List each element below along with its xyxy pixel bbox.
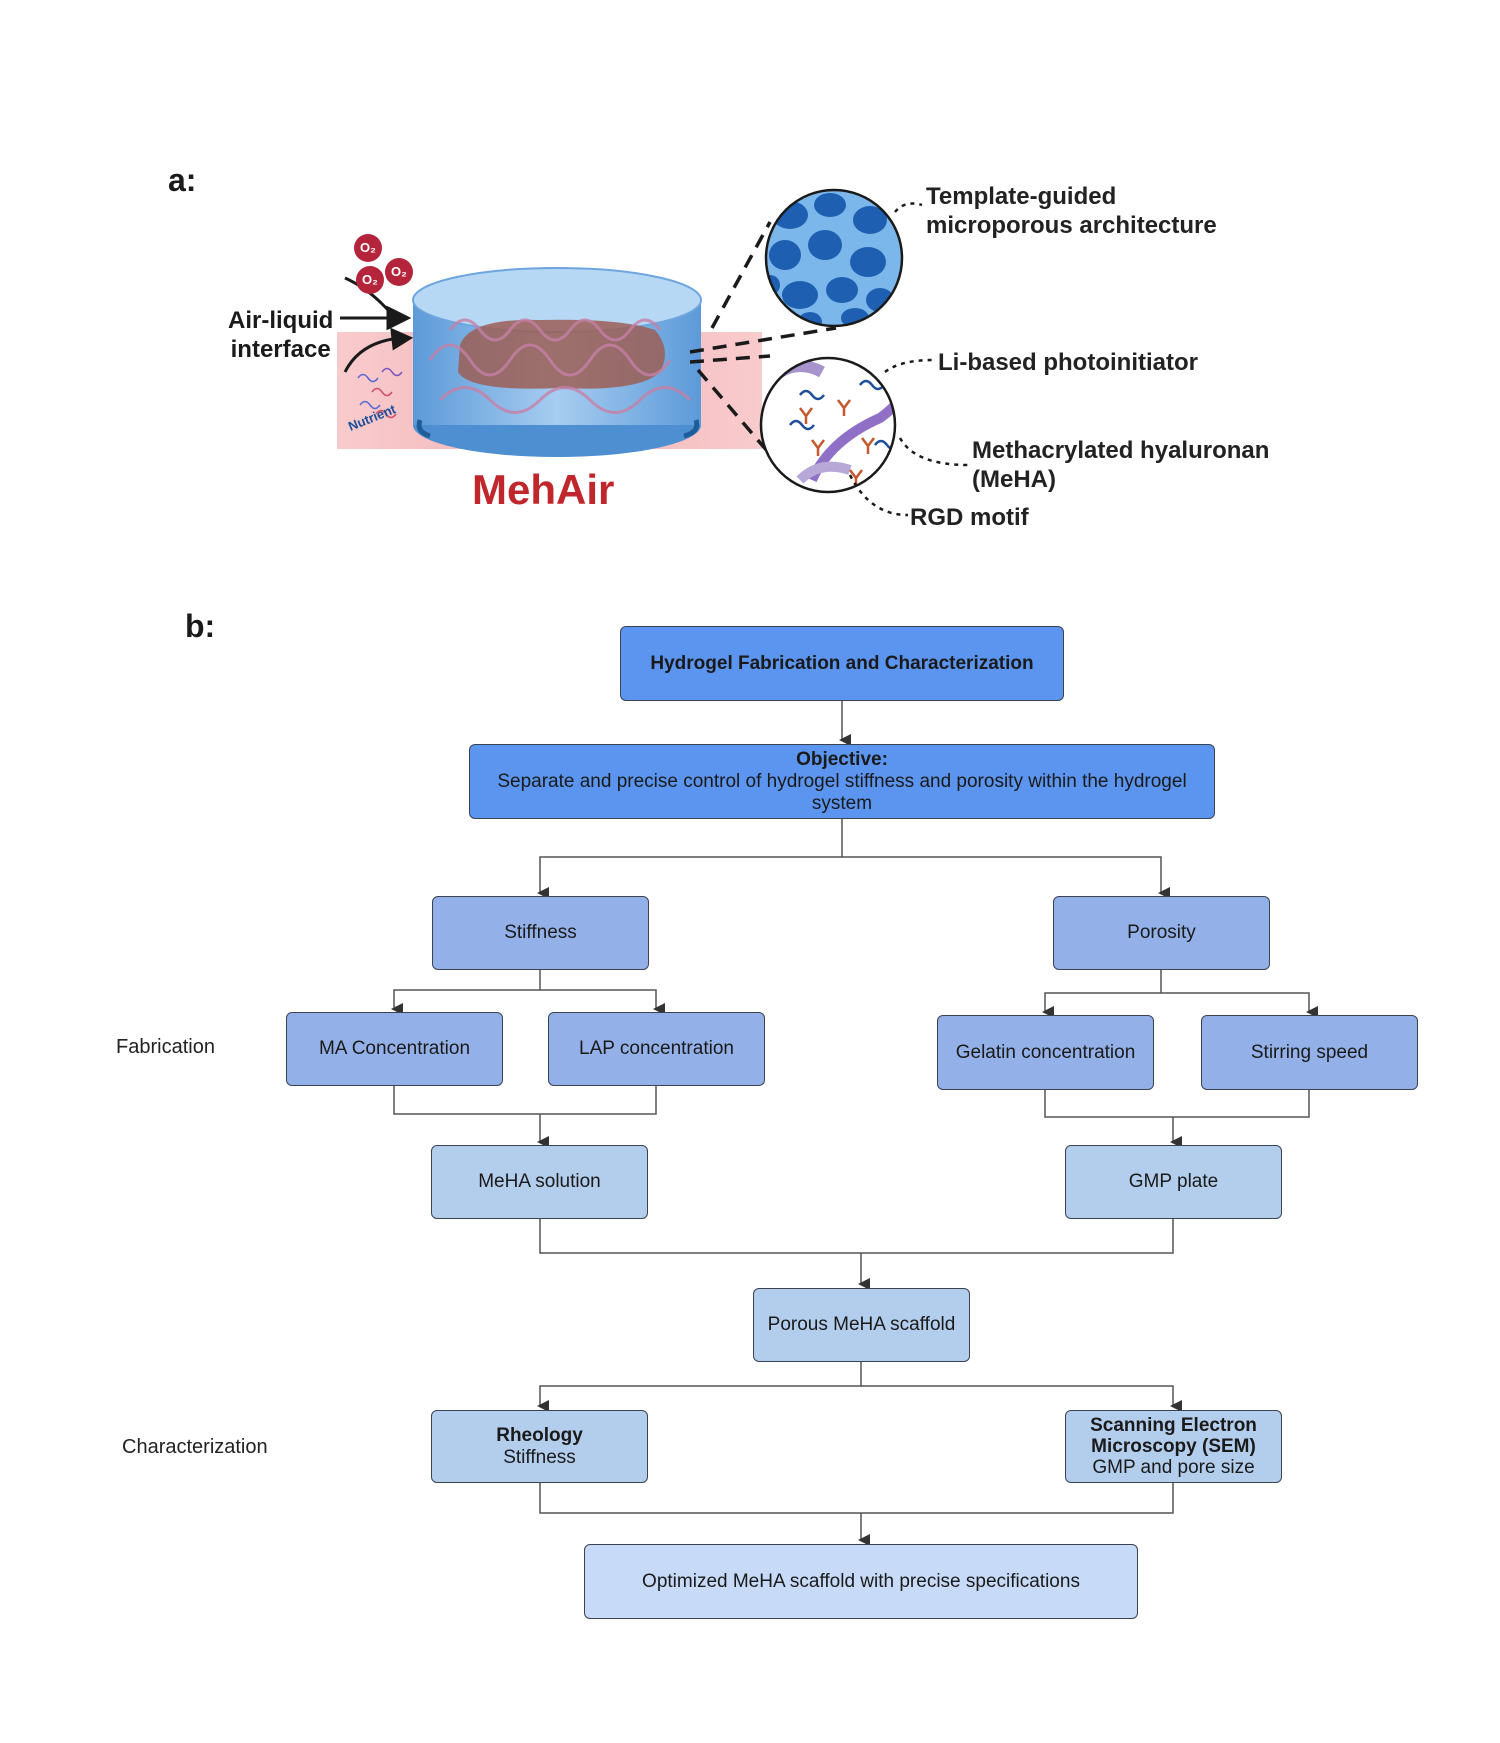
- node-sem-title: Scanning Electron Microscopy (SEM): [1090, 1415, 1257, 1457]
- node-optimized-scaffold: Optimized MeHA scaffold with precise spe…: [584, 1544, 1138, 1619]
- node-lap-concentration: LAP concentration: [548, 1012, 765, 1086]
- panel-a-title: MehAir: [472, 466, 615, 513]
- callout-template-line1: Template-guided: [926, 183, 1117, 210]
- polymer-zoom-circle: [759, 356, 897, 494]
- node-rheology-text: Stiffness: [503, 1446, 576, 1468]
- node-objective-title: Objective:: [796, 748, 888, 770]
- callout-meha: Methacrylated hyaluronan (MeHA): [972, 436, 1269, 494]
- node-stirring-speed: Stirring speed: [1201, 1015, 1418, 1090]
- node-sem-text: GMP and pore size: [1092, 1457, 1255, 1478]
- node-objective-text: Separate and precise control of hydrogel…: [497, 770, 1187, 814]
- node-rheology: Rheology Stiffness: [431, 1410, 648, 1483]
- microporous-zoom-circle: [764, 188, 904, 328]
- oxygen-label-2: O₂: [362, 272, 378, 287]
- panel-b-label: b:: [185, 608, 216, 644]
- oxygen-label-1: O₂: [360, 240, 376, 255]
- oxygen-molecules: [354, 234, 413, 294]
- node-gmp-plate: GMP plate: [1065, 1145, 1282, 1219]
- zoom-lines: [689, 221, 837, 454]
- row-label-fabrication: Fabrication: [116, 1036, 215, 1058]
- hydrogel-cylinder: [412, 267, 702, 457]
- node-stiffness: Stiffness: [432, 896, 649, 970]
- callout-leaders: [848, 202, 969, 517]
- callout-template: Template-guided microporous architecture: [926, 182, 1217, 240]
- node-root: Hydrogel Fabrication and Characterizatio…: [620, 626, 1064, 701]
- air-liquid-interface-label: Air-liquid interface: [228, 306, 333, 364]
- node-rheology-title: Rheology: [496, 1424, 583, 1446]
- callout-rgd: RGD motif: [910, 504, 1029, 531]
- air-arrows: [340, 276, 414, 373]
- node-ma-concentration: MA Concentration: [286, 1012, 503, 1086]
- callout-meha-line2: (MeHA): [972, 466, 1056, 493]
- callout-meha-line1: Methacrylated hyaluronan: [972, 437, 1270, 464]
- air-liquid-line2: interface: [230, 336, 331, 363]
- node-porous-scaffold: Porous MeHA scaffold: [753, 1288, 970, 1362]
- node-porosity: Porosity: [1053, 896, 1270, 970]
- panel-a-label: a:: [168, 162, 197, 198]
- air-liquid-line1: Air-liquid: [228, 307, 334, 334]
- panel-a-illustration: [337, 188, 969, 517]
- callout-template-line2: microporous architecture: [926, 212, 1217, 239]
- node-sem: Scanning Electron Microscopy (SEM) GMP a…: [1065, 1410, 1282, 1483]
- nutrient-molecules: [357, 367, 403, 419]
- node-gelatin-concentration: Gelatin concentration: [937, 1015, 1154, 1090]
- oxygen-label-3: O₂: [391, 264, 407, 279]
- row-label-characterization: Characterization: [122, 1436, 268, 1458]
- callout-photoinitiator: Li-based photoinitiator: [938, 349, 1198, 376]
- node-objective: Objective: Separate and precise control …: [469, 744, 1215, 819]
- node-meha-solution: MeHA solution: [431, 1145, 648, 1219]
